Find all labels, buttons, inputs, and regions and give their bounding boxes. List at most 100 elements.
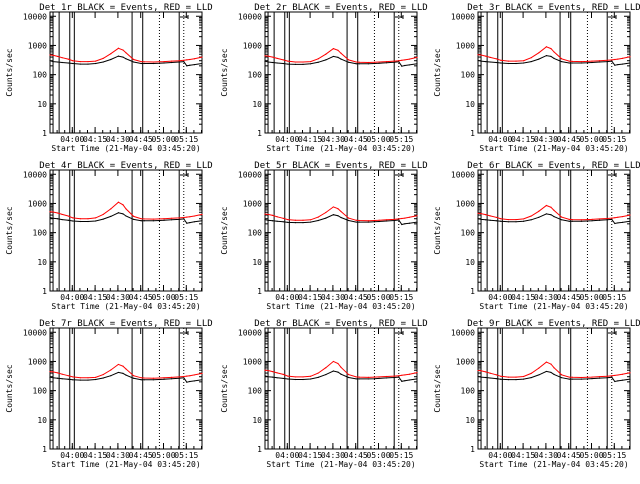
lld-point: [57, 55, 59, 58]
lld-point: [302, 61, 304, 63]
x-tick-label: 04:15: [83, 451, 107, 460]
events-point: [523, 62, 525, 64]
lld-point: [538, 52, 540, 54]
events-point: [140, 220, 142, 222]
lld-point: [408, 58, 410, 60]
events-point: [183, 218, 185, 220]
lld-point: [310, 60, 312, 63]
lld-point: [545, 204, 548, 207]
events-point: [282, 62, 284, 65]
events-point: [545, 370, 548, 373]
lld-point: [629, 214, 631, 216]
y-tick-label: 10: [37, 258, 47, 267]
lld-point: [485, 213, 487, 216]
lld-point: [398, 60, 400, 62]
lld-point: [122, 365, 124, 367]
events-point: [545, 54, 548, 57]
events-point: [95, 220, 97, 222]
events-point: [325, 373, 327, 376]
events-point: [133, 218, 135, 220]
events-point: [500, 62, 502, 64]
x-tick-label: 04:00: [488, 293, 512, 302]
lld-point: [186, 59, 188, 61]
y-tick-label: 100: [461, 229, 476, 238]
events-point: [110, 215, 112, 217]
y-tick-label: 1000: [243, 41, 262, 50]
lld-point: [367, 376, 369, 378]
lld-point: [477, 54, 479, 56]
lld-point: [538, 367, 540, 369]
events-point: [538, 58, 540, 60]
events-point: [586, 220, 589, 222]
y-axis-label: Counts/sec: [220, 364, 229, 412]
panel-title: Det 7r BLACK = Events, RED = LLD: [39, 319, 212, 329]
lld-point: [72, 60, 74, 62]
events-point: [611, 218, 613, 220]
lld-point: [553, 51, 555, 53]
events-point: [550, 214, 552, 216]
lld-point: [294, 219, 296, 221]
x-tick-label: 05:15: [174, 135, 198, 144]
x-tick-label: 05:15: [602, 293, 626, 302]
events-point: [72, 62, 74, 65]
lld-point: [561, 216, 563, 218]
events-point: [401, 223, 403, 226]
events-point: [480, 218, 482, 220]
events-point: [163, 219, 165, 221]
lld-point: [599, 376, 601, 378]
events-point: [332, 214, 334, 216]
events-point: [163, 378, 165, 380]
lld-point: [378, 61, 380, 63]
y-axis-label: Counts/sec: [220, 48, 229, 96]
y-tick-label: 10: [465, 258, 475, 267]
x-tick-label: 04:00: [488, 135, 512, 144]
events-point: [125, 374, 127, 376]
lld-point: [189, 216, 191, 218]
y-tick-label: 10: [37, 416, 47, 425]
events-point: [530, 219, 532, 221]
events-point: [358, 378, 360, 380]
x-tick-label: 04:45: [557, 135, 581, 144]
events-point: [122, 213, 124, 215]
events-point: [183, 60, 185, 63]
x-tick-label: 04:45: [344, 135, 368, 144]
lld-point: [87, 218, 89, 220]
events-point: [294, 63, 296, 65]
y-axis-label: Counts/sec: [220, 206, 229, 254]
events-point: [606, 60, 608, 63]
events-point: [61, 61, 63, 64]
events-point: [386, 62, 388, 64]
events-point: [373, 378, 376, 380]
lld-point: [183, 375, 185, 378]
x-tick-label: 04:45: [557, 451, 581, 460]
events-point: [264, 375, 266, 377]
events-point: [485, 60, 487, 63]
lld-point: [287, 218, 289, 221]
x-tick-label: 04:00: [275, 293, 299, 302]
events-point: [317, 61, 319, 63]
y-tick-label: 100: [33, 229, 48, 238]
events-point: [621, 379, 624, 381]
plot-frame: [477, 169, 631, 292]
y-tick-label: 1: [470, 445, 475, 454]
lld-point: [52, 211, 54, 213]
lld-point: [276, 216, 278, 218]
lld-point: [495, 58, 497, 60]
lld-point: [393, 218, 395, 220]
events-point: [340, 216, 342, 219]
events-point: [189, 222, 191, 224]
events-point: [489, 219, 491, 221]
y-tick-label: 10000: [451, 328, 475, 337]
events-point: [408, 64, 410, 66]
events-point: [282, 221, 284, 223]
lld-point: [523, 375, 525, 378]
x-tick-label: 04:30: [321, 451, 345, 460]
x-tick-label: 04:15: [298, 293, 322, 302]
events-point: [355, 221, 357, 223]
events-point: [102, 218, 104, 220]
events-point: [398, 219, 400, 221]
x-tick-label: 05:00: [151, 293, 175, 302]
x-tick-label: 04:30: [321, 135, 345, 144]
events-point: [530, 60, 532, 63]
